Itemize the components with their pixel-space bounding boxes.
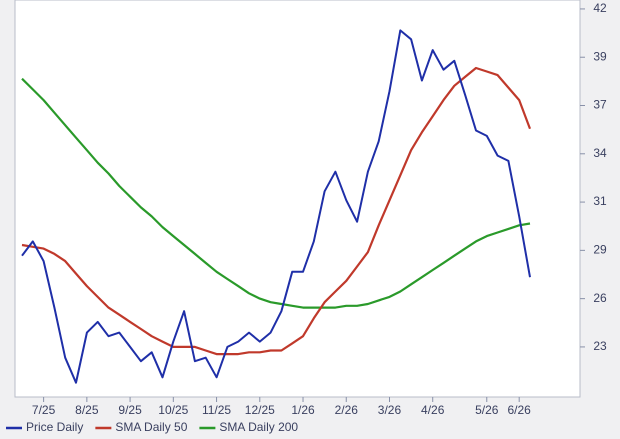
y-tick-label: 39 bbox=[593, 49, 607, 63]
y-tick-label: 29 bbox=[593, 243, 607, 257]
x-tick-label: 6/26 bbox=[508, 403, 532, 417]
y-tick-label: 23 bbox=[593, 339, 607, 353]
x-tick-label: 4/26 bbox=[421, 403, 445, 417]
x-tick-label: 5/26 bbox=[475, 403, 499, 417]
x-tick-label: 11/25 bbox=[202, 403, 231, 417]
x-tick-label: 7/25 bbox=[32, 403, 56, 417]
plot-area bbox=[14, 0, 581, 398]
legend-label: SMA Daily 50 bbox=[115, 420, 187, 434]
x-tick-label: 3/26 bbox=[378, 403, 402, 417]
y-tick-label: 26 bbox=[593, 291, 607, 305]
series-line bbox=[21, 29, 531, 384]
x-tick-label: 2/26 bbox=[335, 403, 359, 417]
y-tick-label: 34 bbox=[593, 146, 607, 160]
series-line bbox=[21, 77, 531, 309]
x-tick-label: 1/26 bbox=[291, 403, 315, 417]
series-line bbox=[21, 66, 532, 356]
x-tick-label: 8/25 bbox=[75, 403, 99, 417]
x-tick-label: 9/25 bbox=[118, 403, 142, 417]
legend-label: Price Daily bbox=[26, 420, 83, 434]
x-tick-label: 12/25 bbox=[245, 403, 275, 417]
y-tick-label: 31 bbox=[593, 194, 607, 208]
x-tick-label: 10/25 bbox=[158, 403, 188, 417]
y-tick-label: 42 bbox=[593, 1, 607, 15]
legend-label: SMA Daily 200 bbox=[219, 420, 298, 434]
y-tick-label: 37 bbox=[593, 98, 607, 112]
